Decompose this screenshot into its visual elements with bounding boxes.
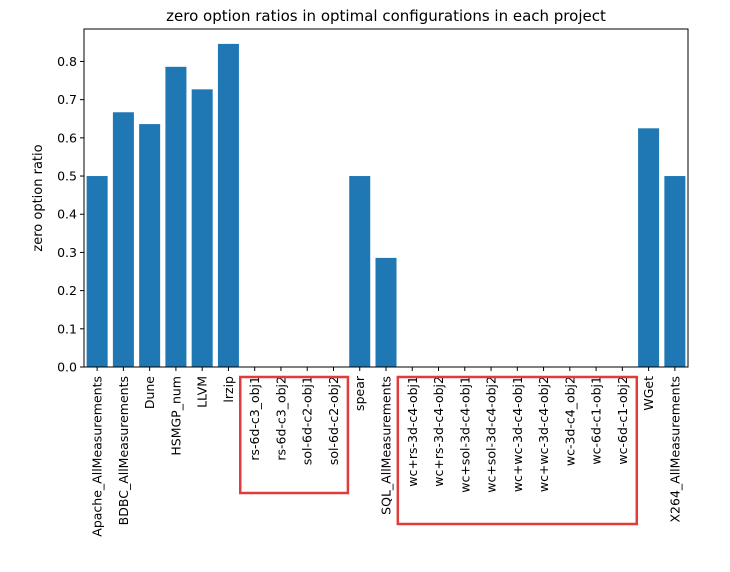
annotations-layer [239, 375, 639, 526]
x-tick-label-11: SQL_AllMeasurements [379, 376, 394, 515]
bar-5 [217, 43, 239, 367]
x-tick-label-15: wc+sol-3d-c4-obj2 [484, 376, 499, 493]
bar-2 [139, 124, 161, 367]
chart-title: zero option ratios in optimal configurat… [166, 7, 606, 25]
x-tick-label-8: sol-6d-c2-obj1 [300, 376, 315, 465]
bar-11 [375, 257, 397, 367]
y-tick-label-5: 0.5 [57, 169, 77, 184]
y-tick-label-0: 0.0 [57, 360, 77, 375]
x-tick-label-16: wc+wc-3d-c4-obj1 [510, 376, 525, 492]
x-tick-label-21: WGet [641, 376, 656, 411]
bar-0 [86, 176, 108, 367]
x-tick-label-18: wc-3d-c4_obj2 [562, 376, 577, 466]
x-tick-label-14: wc+sol-3d-c4-obj1 [457, 376, 472, 493]
x-tick-label-22: X264_AllMeasurements [667, 376, 682, 523]
x-tick-label-2: Dune [142, 376, 157, 409]
plot-frame [83, 28, 689, 368]
x-tick-label-0: Apache_AllMeasurements [90, 376, 105, 537]
x-tick-label-17: wc+wc-3d-c4-obj2 [536, 376, 551, 492]
x-tick-label-10: spear [352, 375, 367, 411]
bar-4 [191, 89, 213, 367]
highlight-box-1 [396, 375, 639, 526]
x-tick-label-12: wc+rs-3d-c4-obj1 [405, 376, 420, 487]
y-tick-label-7: 0.7 [57, 92, 77, 107]
y-tick-label-2: 0.2 [57, 283, 77, 298]
x-tick-label-7: rs-6d-c3_obj2 [273, 376, 288, 461]
x-tick-label-6: rs-6d-c3_obj1 [247, 376, 262, 461]
y-tick-label-3: 0.3 [57, 245, 77, 260]
x-tick-label-19: wc-6d-c1-obj1 [589, 376, 604, 465]
bars-layer [86, 43, 686, 367]
x-tick-label-13: wc+rs-3d-c4-obj2 [431, 376, 446, 487]
bar-21 [638, 128, 660, 367]
bar-22 [664, 176, 686, 367]
y-tick-label-1: 0.1 [57, 321, 77, 336]
bar-10 [349, 176, 371, 367]
bar-3 [165, 66, 187, 367]
bar-1 [112, 112, 134, 367]
x-tick-label-5: lrzip [221, 376, 236, 403]
x-tick-label-3: HSMGP_num [168, 376, 183, 456]
highlight-box-0 [239, 375, 350, 495]
y-tick-label-6: 0.6 [57, 130, 77, 145]
y-axis-label: zero option ratio [31, 144, 46, 251]
x-tick-label-9: sol-6d-c2-obj2 [326, 376, 341, 465]
ticks-layer: 0.0 0.1 0.2 0.3 0.4 0.5 0.6 0.7 0.8 Apache_AllMea… [57, 54, 682, 537]
x-tick-label-1: BDBC_AllMeasurements [116, 376, 131, 525]
y-tick-label-4: 0.4 [57, 207, 77, 222]
y-tick-label-8: 0.8 [57, 54, 77, 69]
x-tick-label-20: wc-6d-c1-obj2 [615, 376, 630, 465]
x-tick-label-4: LLVM [195, 376, 210, 408]
